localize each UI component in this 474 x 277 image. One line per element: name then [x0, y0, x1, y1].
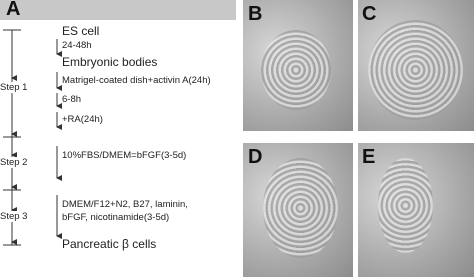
condition: 24-48h [62, 40, 92, 51]
condition: +RA(24h) [62, 114, 103, 125]
timeline [3, 29, 62, 246]
condition: 10%FBS/DMEM=bFGF(3-5d) [62, 150, 187, 161]
stage: Pancreatic β cells [62, 237, 157, 251]
step-label: Step 1 [0, 82, 28, 93]
stage: ES cell [62, 24, 100, 38]
panel-label: E [362, 146, 376, 168]
panel-label: D [248, 146, 263, 168]
step-label: Step 2 [0, 157, 28, 168]
micrograph [358, 143, 474, 277]
panel-label: C [362, 3, 377, 25]
micrograph [243, 143, 353, 277]
condition: bFGF, nicotinamide(3-5d) [62, 212, 170, 223]
condition: DMEM/F12+N2, B27, laminin, [62, 199, 188, 210]
micrograph [243, 0, 353, 131]
condition: Matrigel-coated dish+activin A(24h) [62, 75, 211, 86]
micrograph [358, 0, 474, 131]
header-bar [0, 0, 236, 20]
panel-label: A [6, 0, 21, 20]
condition: 6-8h [62, 94, 82, 105]
panel-label: B [248, 3, 263, 25]
stage: Embryonic bodies [62, 55, 158, 69]
step-label: Step 3 [0, 211, 28, 222]
